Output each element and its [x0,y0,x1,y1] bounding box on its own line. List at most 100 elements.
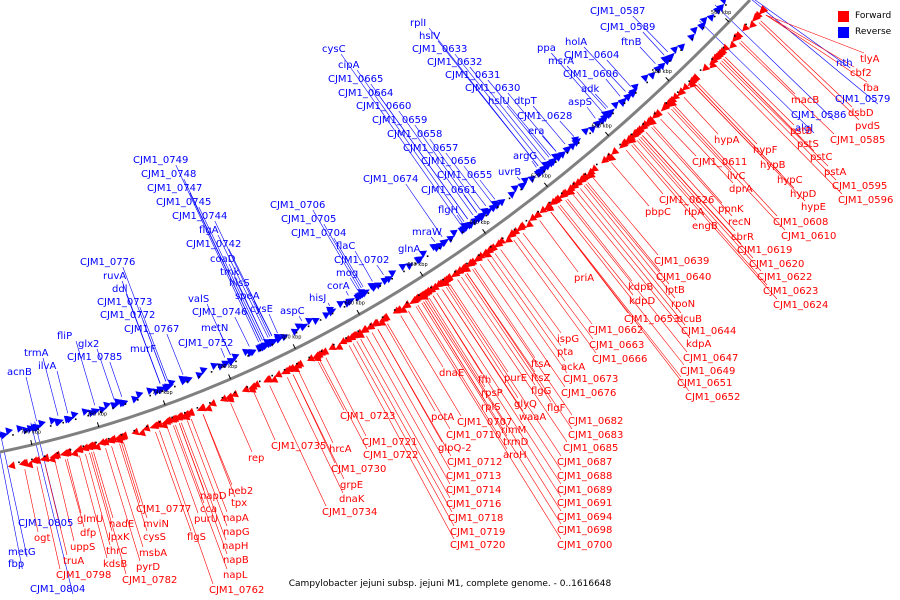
forward-feature-arrow [709,60,718,69]
leader-line [758,22,860,121]
leader-line [447,285,562,457]
leader-line [586,106,596,119]
forward-feature-arrow [672,92,681,101]
reverse-feature-label: flgA [199,225,219,236]
legend: Forward Reverse [838,8,900,40]
leader-line [54,461,75,542]
forward-feature-label: CJM1_0649 [680,366,735,377]
forward-feature-arrow [41,453,50,462]
reverse-feature-label: corA [327,281,350,292]
leader-line [714,4,835,121]
reverse-feature-label: speA [235,291,260,302]
reverse-feature-arrow [706,14,715,22]
leader-line [121,443,141,504]
reverse-feature-label: CJM1_0587 [590,6,645,17]
reverse-feature-label: cysC [322,44,346,55]
leader-line [645,132,736,232]
forward-feature-arrow [567,187,576,196]
forward-feature-arrow [549,197,558,206]
track-dot [18,461,20,464]
legend-label-forward: Forward [855,11,892,21]
leader-lines [0,0,879,595]
leader-line [64,459,85,528]
reverse-feature-arrow [0,434,2,436]
track-dot [133,429,136,432]
forward-feature-arrow [529,213,538,222]
leader-line [642,31,665,56]
reverse-feature-label: CJM1_0785 [67,352,122,363]
track-dot [171,416,173,419]
leader-line [423,301,508,437]
leader-line [327,302,331,307]
reverse-feature-arrow [33,424,42,432]
leader-line [253,392,276,441]
leader-line [724,56,795,126]
leader-line [583,46,626,92]
track-dot [246,386,249,388]
forward-feature-label: tpx [231,498,247,509]
forward-feature-arrow [525,219,534,228]
forward-feature-label: CJM1_0700 [557,540,612,551]
forward-feature-label: pstC [810,152,832,163]
reverse-feature-arrow [70,411,79,420]
forward-feature-arrow [631,129,640,137]
leader-line [760,20,853,108]
forward-feature-arrow [360,325,369,333]
leader-line [25,376,37,422]
reverse-feature-arrow [131,395,139,404]
forward-feature-label: ogt [34,533,50,544]
reverse-feature-label: trmA [24,348,49,359]
forward-feature-arrow [456,265,465,274]
track-dot [612,112,614,115]
reverse-feature-arrow [510,185,519,193]
forward-feature-label: flgG [531,386,551,397]
track-dot [379,285,382,287]
forward-feature-label: napD [200,491,227,502]
reverse-feature-arrow [259,344,268,352]
track-dot [711,58,713,60]
forward-feature-arrow [608,153,617,162]
forward-feature-label: rplS [481,402,501,413]
leader-line [36,466,61,570]
forward-feature-label: ispG [557,334,579,345]
leader-line [432,295,562,498]
forward-feature-label: pstS [797,139,819,150]
forward-feature-arrow [587,170,596,179]
tick-label: 580 kbp [652,69,672,75]
forward-feature-label: CJM1_0720 [450,540,505,551]
forward-feature-label: lpxK [108,532,130,543]
leader-line [398,110,474,216]
forward-feature-label: CJM1_0610 [781,231,836,242]
reverse-feature-label: CJM1_0804 [30,584,85,595]
forward-feature-arrow [120,431,129,439]
track-dot [209,402,211,404]
forward-feature-arrow [219,394,228,402]
forward-feature-arrow [328,342,337,350]
reverse-feature-arrow [90,408,101,416]
reverse-feature-arrow [16,424,24,433]
legend-label-reverse: Reverse [855,27,892,37]
reverse-feature-arrow [405,263,414,271]
reverse-feature-arrow [419,250,428,258]
track-dot [69,448,72,451]
leader-line [754,0,851,69]
reverse-feature-label: flaC [336,241,355,252]
forward-feature-label: CJM1_0640 [656,272,711,283]
forward-feature-arrow [601,155,610,164]
reverse-feature-label: mog [336,268,358,279]
forward-feature-arrow [339,337,348,345]
forward-feature-arrow [197,403,206,411]
forward-feature-arrow [270,375,279,383]
forward-feature-label: napA [223,513,249,524]
leader-line [494,253,562,347]
forward-feature-arrow [424,286,433,294]
track-dot [462,231,464,234]
reverse-feature-arrow [581,127,589,136]
forward-feature-label: CJM1_0673 [563,374,618,385]
leader-line [559,204,634,296]
leader-line [683,97,719,135]
tick-mark [292,344,296,350]
leader-line [318,361,345,411]
reverse-feature-arrow [216,363,225,371]
